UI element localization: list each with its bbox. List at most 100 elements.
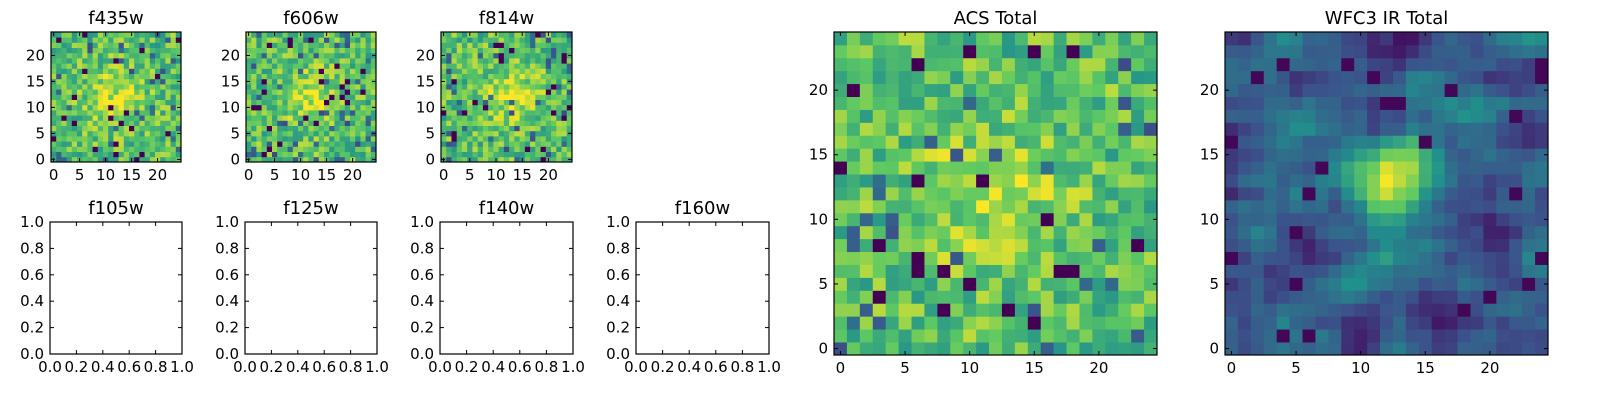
heatmap-cell (370, 37, 377, 43)
heatmap-cell (1289, 290, 1303, 304)
heatmap-cell (66, 52, 73, 59)
heatmap-cell (1250, 277, 1265, 291)
heatmap-cell (1027, 251, 1042, 265)
heatmap-cell (277, 89, 283, 95)
heatmap-cell (467, 104, 473, 111)
heatmap-cell (859, 290, 874, 304)
heatmap-cell (287, 130, 294, 137)
heatmap-cell (509, 115, 515, 121)
heatmap-cell (360, 136, 366, 142)
heatmap-cell (339, 130, 346, 137)
heatmap-cell (313, 136, 320, 142)
heatmap-cell (1483, 212, 1497, 227)
heatmap-cell (175, 68, 182, 74)
heatmap-cell (1315, 57, 1329, 72)
heatmap-cell (334, 37, 340, 43)
heatmap-cell (329, 89, 335, 95)
heatmap-cell (324, 146, 330, 152)
heatmap-cell (498, 120, 505, 126)
heatmap-cell (139, 32, 145, 38)
heatmap-cell (1131, 303, 1145, 317)
heatmap-cell (924, 83, 938, 97)
heatmap-cell (1444, 109, 1458, 123)
heatmap-cell (360, 47, 366, 54)
heatmap-cell (859, 122, 874, 136)
heatmap-cell (360, 58, 366, 64)
heatmap-cell (540, 151, 547, 158)
heatmap-cell (950, 70, 964, 85)
heatmap-cell (1418, 135, 1433, 149)
heatmap-cell (556, 136, 562, 142)
heatmap-cell (556, 52, 562, 59)
heatmap-cell (1053, 161, 1067, 175)
heatmap-cell (461, 94, 468, 100)
heatmap-cell (1522, 109, 1536, 123)
heatmap-cell (989, 316, 1003, 330)
heatmap-cell (963, 96, 977, 110)
heatmap-cell (308, 58, 314, 64)
heatmap-cell (509, 156, 515, 163)
heatmap-cell (1027, 329, 1042, 343)
heatmap-cell (334, 84, 340, 90)
heatmap-cell (1535, 96, 1549, 110)
heatmap-cell (308, 120, 314, 126)
heatmap-cell (561, 68, 568, 74)
heatmap-cell (329, 130, 335, 137)
heatmap-cell (170, 136, 177, 142)
heatmap-cell (92, 52, 99, 59)
heatmap-cell (509, 136, 515, 142)
heatmap-cell (87, 99, 93, 106)
heatmap-cell (872, 212, 887, 227)
heatmap-cell (303, 37, 309, 43)
heatmap-cell (911, 329, 925, 343)
heatmap-cell (292, 125, 299, 132)
heatmap-cell (1225, 57, 1239, 72)
heatmap-cell (149, 151, 156, 158)
heatmap-cell (1079, 57, 1093, 72)
heatmap-cell (1483, 187, 1497, 201)
heatmap-cell (950, 96, 964, 110)
heatmap-cell (989, 148, 1003, 162)
heatmap-cell (1380, 316, 1394, 330)
heatmap-cell (514, 89, 520, 95)
heatmap-cell (175, 151, 182, 158)
heatmap-cell (251, 136, 257, 142)
heatmap-cell (451, 68, 458, 74)
heatmap-cell (344, 52, 351, 59)
heatmap-cell (256, 125, 262, 132)
heatmap-cell (1092, 32, 1106, 46)
heatmap-cell (1092, 303, 1106, 317)
heatmap-cell (1144, 174, 1158, 188)
heatmap-cell (170, 42, 177, 48)
heatmap-cell (165, 84, 171, 90)
heatmap-cell (451, 32, 458, 38)
heatmap-cell (446, 115, 452, 121)
heatmap-cell (1079, 212, 1093, 227)
heatmap-cell (82, 156, 88, 163)
heatmap-cell (1431, 225, 1446, 240)
heatmap-cell (1470, 251, 1484, 265)
heatmap-cell (1392, 109, 1407, 123)
heatmap-cell (139, 58, 145, 64)
heatmap-cell (834, 199, 848, 214)
axes-frame (635, 221, 770, 355)
heatmap-cell (365, 146, 372, 152)
panel-title: f814w (479, 8, 534, 29)
heatmap-cell (308, 84, 314, 90)
heatmap-cell (51, 110, 57, 116)
heatmap-cell (924, 329, 938, 343)
heatmap-cell (924, 135, 938, 149)
heatmap-cell (113, 120, 119, 126)
heatmap-cell (66, 125, 73, 132)
heatmap-cell (261, 130, 268, 137)
heatmap-cell (503, 78, 510, 85)
heatmap-cell (298, 99, 304, 106)
heatmap-cell (1354, 174, 1368, 188)
heatmap-cell (1092, 44, 1106, 59)
heatmap-cell (175, 84, 182, 90)
heatmap-cell (261, 78, 268, 85)
x-tick-label: 0.0 (624, 358, 648, 376)
heatmap-cell (266, 104, 273, 111)
y-tick-label: 10 (26, 98, 45, 116)
heatmap-cell (350, 141, 356, 147)
